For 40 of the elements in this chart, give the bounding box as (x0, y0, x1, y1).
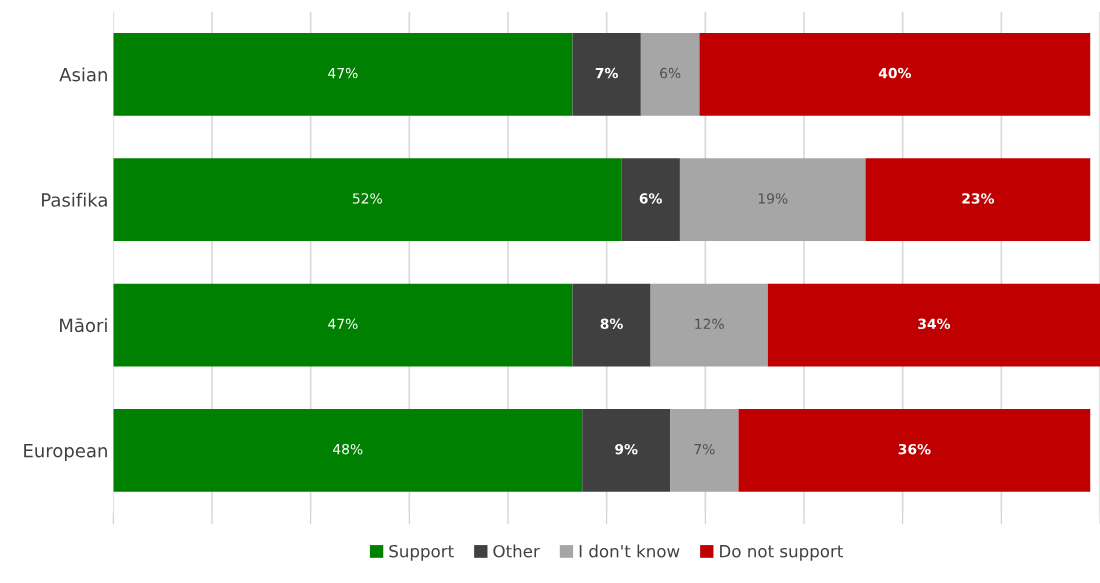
y-tick-label: Māori (60, 318, 107, 333)
legend-label: Support (389, 544, 454, 561)
legend-label: Do not support (720, 545, 843, 561)
data-label: 23% (962, 193, 995, 204)
bar (767, 283, 1100, 367)
legend-label: I don't know (579, 544, 680, 558)
data-label: 36% (898, 443, 931, 455)
data-label: 19% (758, 193, 788, 204)
bar (865, 158, 1091, 242)
data-label: 7% (694, 443, 715, 455)
y-tick-label: Pasifika (42, 192, 107, 207)
bar (738, 409, 1091, 492)
bar (650, 283, 768, 367)
data-label: 8% (600, 318, 623, 330)
y-tick-label: Asian (59, 67, 107, 82)
data-label: 12% (695, 318, 724, 330)
legend-label: Other (493, 544, 540, 558)
y-tick-label: European (24, 444, 107, 461)
bar (670, 409, 739, 492)
data-label: 34% (918, 318, 951, 330)
data-label: 47% (328, 318, 358, 330)
bar (113, 283, 573, 367)
bar (113, 32, 573, 116)
data-label: 6% (660, 67, 681, 79)
bar (640, 32, 700, 116)
data-label: 48% (333, 443, 363, 455)
data-label: 6% (639, 193, 662, 204)
bar (679, 158, 866, 242)
bar (113, 409, 583, 492)
bar (699, 32, 1091, 116)
bar (621, 158, 680, 242)
bar (572, 32, 641, 116)
bar (113, 158, 622, 242)
bar (582, 409, 671, 492)
data-label: 47% (328, 67, 358, 79)
data-label: 9% (615, 443, 638, 455)
data-label: 52% (352, 193, 382, 204)
bar (572, 283, 651, 367)
data-label: 40% (878, 67, 912, 79)
data-label: 7% (595, 67, 618, 79)
